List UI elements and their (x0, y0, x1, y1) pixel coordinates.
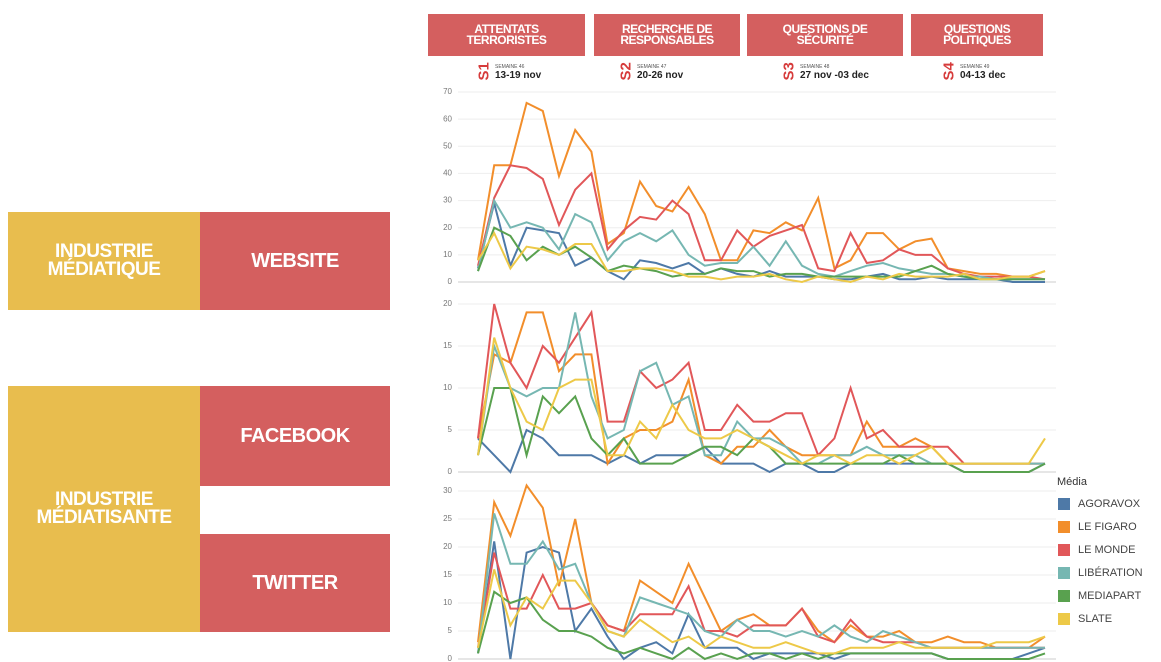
panel-label: TWITTER (200, 534, 390, 632)
series-line (477, 483, 1046, 649)
y-tick-label: 30 (443, 486, 452, 495)
week-dates: 20-26 nov (637, 70, 684, 81)
panel-label: FACEBOOK (200, 386, 390, 486)
series-line (477, 164, 1046, 281)
group-label: INDUSTRIE MÉDIATIQUE (8, 212, 200, 310)
legend-label: LE MONDE (1078, 544, 1135, 556)
week-dates: 13-19 nov (495, 70, 542, 81)
week-number: SEMAINE 47 (637, 64, 667, 70)
legend-swatch (1058, 613, 1070, 625)
y-tick-label: 5 (448, 626, 453, 635)
y-tick-label: 20 (443, 223, 452, 232)
legend-label: LE FIGARO (1078, 521, 1137, 533)
week: S3 SEMAINE 48 27 nov -03 dec (781, 62, 869, 81)
y-tick-label: 0 (448, 654, 453, 662)
section-title: ATTENTATS TERRORISTES (428, 14, 585, 56)
series-line (477, 337, 1046, 465)
series-line (477, 226, 1045, 281)
week-dates: 04-13 dec (960, 70, 1006, 81)
y-tick-label: 5 (448, 425, 453, 434)
section-title: RECHERCHE DE RESPONSABLES (594, 14, 740, 56)
week-dates: 27 nov -03 dec (800, 70, 869, 81)
legend-label: AGORAVOX (1078, 498, 1141, 510)
y-tick-label: 50 (443, 141, 452, 150)
legend-label: SLATE (1078, 613, 1112, 625)
section-title: QUESTIONS DE SÉCURITÉ (747, 14, 903, 56)
legend-swatch (1058, 521, 1070, 533)
y-tick-label: 25 (443, 514, 452, 523)
week-number: SEMAINE 49 (960, 64, 990, 70)
series-line (477, 590, 1046, 661)
y-tick-label: 70 (443, 87, 452, 96)
series-line (477, 513, 1045, 654)
y-tick-label: 10 (443, 598, 452, 607)
y-tick-label: 40 (443, 169, 452, 178)
week: S2 SEMAINE 47 20-26 nov (618, 62, 684, 81)
panel-label: WEBSITE (200, 212, 390, 310)
legend-title: Média (1057, 476, 1088, 488)
legend-swatch (1058, 544, 1070, 556)
series-line (477, 197, 1045, 281)
series-line (477, 569, 1046, 655)
y-tick-label: 30 (443, 196, 452, 205)
y-tick-label: 15 (443, 570, 452, 579)
y-tick-label: 15 (443, 341, 452, 350)
y-tick-label: 10 (443, 250, 452, 259)
y-tick-label: 60 (443, 114, 452, 123)
week-number: SEMAINE 46 (495, 64, 525, 70)
y-tick-label: 0 (448, 277, 453, 286)
week-number: SEMAINE 48 (800, 64, 830, 70)
group-label: INDUSTRIE MÉDIATISANTE (8, 386, 200, 632)
y-tick-label: 20 (443, 542, 452, 551)
y-tick-label: 10 (443, 383, 452, 392)
series-line (477, 428, 1046, 474)
legend-label: MEDIAPART (1078, 590, 1141, 602)
series-line (477, 101, 1046, 278)
legend-swatch (1058, 498, 1070, 510)
section-title: QUESTIONS POLITIQUES (911, 14, 1043, 56)
y-tick-label: 20 (443, 299, 452, 308)
series-line (477, 230, 1046, 284)
legend-label: LIBÉRATION (1078, 566, 1143, 579)
legend-swatch (1058, 567, 1070, 579)
legend-swatch (1058, 590, 1070, 602)
y-tick-label: 0 (448, 467, 453, 476)
series-line (477, 303, 1045, 465)
week: S1 SEMAINE 46 13-19 nov (476, 62, 542, 81)
week: S4 SEMAINE 49 04-13 dec (941, 62, 1006, 81)
